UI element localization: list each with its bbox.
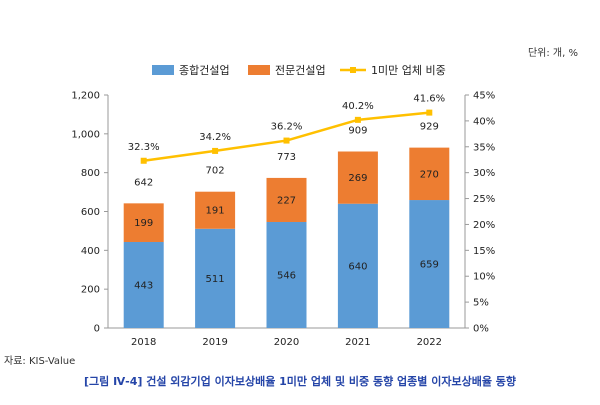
bar-value-label: 191 xyxy=(206,206,225,217)
legend-item-general-label: 종합건설업 xyxy=(179,64,230,77)
bar-segment-general xyxy=(195,228,236,328)
bar-segment-general xyxy=(337,203,378,328)
unit-label: 단위: 개, % xyxy=(527,48,578,59)
bar-segment-specialty xyxy=(266,177,307,222)
chart-bars xyxy=(123,147,450,328)
figure-caption: [그림 Ⅳ-4] 건설 외감기업 이자보상배율 1미만 업체 및 비중 동향 업… xyxy=(83,375,517,388)
legend-item-specialty-label: 전문건설업 xyxy=(275,64,326,77)
bar-total-label: 702 xyxy=(206,166,225,177)
chart-line xyxy=(140,109,433,164)
bar-segment-specialty xyxy=(409,147,450,201)
bar-value-label: 659 xyxy=(420,260,439,271)
chart-legend: 종합건설업 전문건설업 1미만 업체 비중 xyxy=(152,64,446,77)
stacked-bar-line-chart: 종합건설업 전문건설업 1미만 업체 비중 0 200 400 600 800 1,000 1,… xyxy=(71,64,495,349)
left-tick-label: 200 xyxy=(81,285,100,296)
bar-value-label: 546 xyxy=(277,270,296,281)
left-tick-label: 1,000 xyxy=(71,129,100,140)
bar-segment-specialty xyxy=(123,203,164,242)
right-tick-label: 15% xyxy=(473,246,495,257)
ratio-value-label: 41.6% xyxy=(413,94,445,105)
legend-item-ratio-marker xyxy=(350,67,356,73)
ratio-point xyxy=(426,109,433,116)
ratio-value-label: 40.2% xyxy=(342,101,374,112)
ratio-point xyxy=(140,157,147,164)
right-tick-label: 40% xyxy=(473,116,495,127)
x-tick-label: 2019 xyxy=(202,337,227,348)
right-tick-label: 35% xyxy=(473,142,495,153)
chart-axes: 0 200 400 600 800 1,000 1,200 0% 5% 10% 15% 20% 25% 3… xyxy=(71,91,495,349)
bar-value-label: 269 xyxy=(348,173,367,184)
right-tick-label: 5% xyxy=(473,298,489,309)
legend-item-general-swatch xyxy=(152,65,174,75)
chart-labels: 443 199 642 511 191 702 546 227 773 640 269 909 659 2… xyxy=(128,94,445,292)
bar-value-label: 443 xyxy=(134,280,153,291)
ratio-point xyxy=(212,147,219,154)
left-tick-label: 600 xyxy=(81,207,100,218)
bar-segment-specialty xyxy=(337,151,378,204)
bar-segment-general xyxy=(266,221,307,328)
x-tick-label: 2022 xyxy=(417,337,442,348)
right-tick-label: 25% xyxy=(473,194,495,205)
right-tick-label: 10% xyxy=(473,272,495,283)
ratio-value-label: 32.3% xyxy=(128,142,160,153)
left-tick-label: 800 xyxy=(81,168,100,179)
ratio-point xyxy=(354,116,361,123)
right-tick-label: 0% xyxy=(473,324,489,335)
left-tick-label: 0 xyxy=(94,324,100,335)
bar-total-label: 773 xyxy=(277,152,296,163)
right-tick-label: 45% xyxy=(473,91,495,102)
bar-value-label: 199 xyxy=(134,218,153,229)
ratio-point xyxy=(283,137,290,144)
right-tick-label: 30% xyxy=(473,168,495,179)
left-tick-label: 400 xyxy=(81,246,100,257)
bar-value-label: 227 xyxy=(277,195,296,206)
bar-total-label: 642 xyxy=(134,177,153,188)
bar-value-label: 511 xyxy=(206,274,225,285)
x-tick-label: 2020 xyxy=(274,337,299,348)
legend-item-specialty-swatch xyxy=(248,65,270,75)
bar-value-label: 270 xyxy=(420,169,439,180)
bar-total-label: 909 xyxy=(348,126,367,137)
legend-item-ratio-label: 1미만 업체 비중 xyxy=(371,64,446,77)
bar-total-label: 929 xyxy=(420,122,439,133)
bar-segment-specialty xyxy=(195,191,236,229)
bar-segment-general xyxy=(409,200,450,328)
bar-value-label: 640 xyxy=(348,261,367,272)
ratio-value-label: 34.2% xyxy=(199,132,231,143)
x-tick-label: 2018 xyxy=(131,337,156,348)
left-tick-label: 1,200 xyxy=(71,91,100,102)
ratio-value-label: 36.2% xyxy=(271,122,303,133)
right-tick-label: 20% xyxy=(473,220,495,231)
bar-segment-general xyxy=(123,241,164,328)
source-note: 자료: KIS-Value xyxy=(4,356,76,367)
x-tick-label: 2021 xyxy=(345,337,370,348)
